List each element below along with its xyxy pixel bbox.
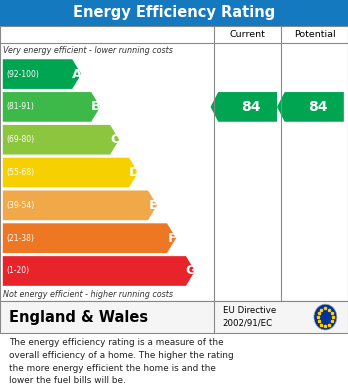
Polygon shape bbox=[3, 59, 81, 89]
Text: F: F bbox=[167, 231, 176, 245]
Text: Very energy efficient - lower running costs: Very energy efficient - lower running co… bbox=[3, 46, 173, 55]
Polygon shape bbox=[277, 92, 344, 122]
Text: A: A bbox=[72, 68, 82, 81]
Polygon shape bbox=[3, 256, 195, 286]
Polygon shape bbox=[3, 125, 119, 154]
Polygon shape bbox=[3, 190, 157, 220]
Text: EU Directive
2002/91/EC: EU Directive 2002/91/EC bbox=[223, 307, 276, 328]
Text: E: E bbox=[149, 199, 158, 212]
Text: England & Wales: England & Wales bbox=[9, 310, 148, 325]
Text: (1-20): (1-20) bbox=[6, 267, 29, 276]
Text: The energy efficiency rating is a measure of the
overall efficiency of a home. T: The energy efficiency rating is a measur… bbox=[9, 338, 233, 386]
Text: G: G bbox=[185, 264, 196, 278]
Polygon shape bbox=[3, 158, 138, 187]
Text: D: D bbox=[128, 166, 140, 179]
Text: Not energy efficient - higher running costs: Not energy efficient - higher running co… bbox=[3, 290, 173, 299]
Polygon shape bbox=[3, 223, 176, 253]
Bar bbox=[0, 0, 348, 25]
Polygon shape bbox=[211, 92, 277, 122]
Text: (55-68): (55-68) bbox=[6, 168, 34, 177]
Text: 84: 84 bbox=[308, 100, 328, 114]
Text: 84: 84 bbox=[241, 100, 261, 114]
Text: (92-100): (92-100) bbox=[6, 70, 39, 79]
Text: Current: Current bbox=[230, 30, 266, 39]
Text: (39-54): (39-54) bbox=[6, 201, 34, 210]
Text: (21-38): (21-38) bbox=[6, 234, 34, 243]
Text: Potential: Potential bbox=[294, 30, 335, 39]
Bar bbox=[0, 25, 348, 301]
Text: Energy Efficiency Rating: Energy Efficiency Rating bbox=[73, 5, 275, 20]
Bar bbox=[0, 301, 348, 333]
Text: (69-80): (69-80) bbox=[6, 135, 34, 144]
Circle shape bbox=[314, 304, 337, 330]
Text: (81-91): (81-91) bbox=[6, 102, 34, 111]
Text: B: B bbox=[91, 100, 101, 113]
Text: C: C bbox=[110, 133, 120, 146]
Polygon shape bbox=[3, 92, 100, 122]
